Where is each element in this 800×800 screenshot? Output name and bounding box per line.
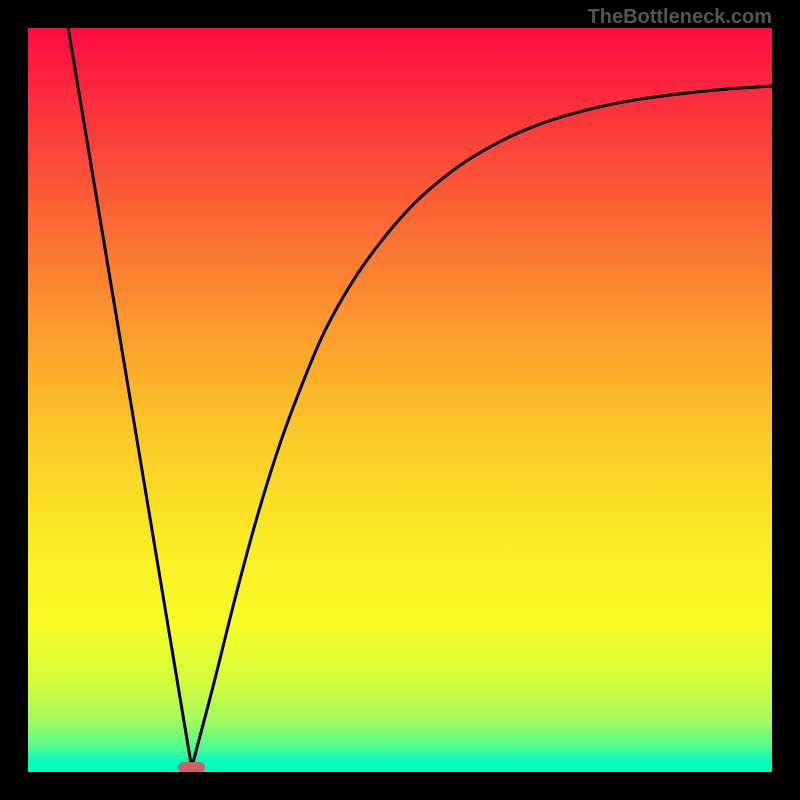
left-branch-line: [68, 28, 192, 768]
minimum-marker: [178, 762, 205, 774]
curve-layer: [0, 0, 800, 800]
bottleneck-chart: TheBottleneck.com: [0, 0, 800, 800]
right-branch-curve: [192, 86, 772, 768]
watermark-text: TheBottleneck.com: [588, 6, 772, 29]
